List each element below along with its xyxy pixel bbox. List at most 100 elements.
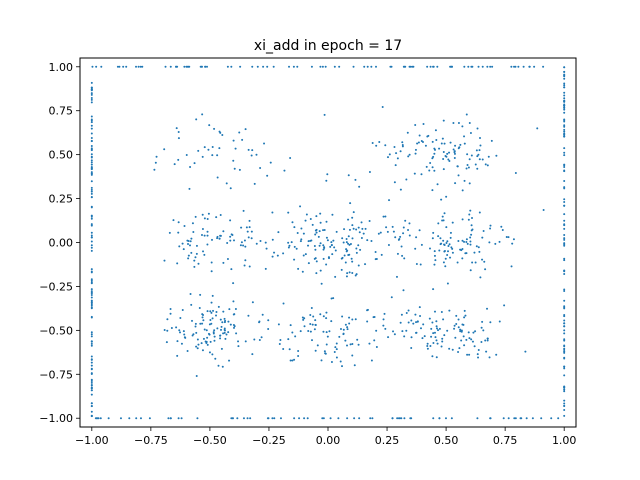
scatter-point <box>563 414 566 417</box>
scatter-point <box>189 166 192 169</box>
scatter-point <box>392 230 395 233</box>
scatter-point <box>212 332 215 335</box>
scatter-point <box>229 235 232 238</box>
x-tick-label: 0.75 <box>493 434 518 447</box>
scatter-point <box>90 333 93 336</box>
scatter-point <box>330 241 333 244</box>
scatter-point <box>426 347 429 350</box>
scatter-point <box>382 318 385 321</box>
scatter-point <box>322 315 325 318</box>
scatter-point <box>380 253 383 256</box>
scatter-point <box>325 317 328 320</box>
scatter-point <box>210 270 213 273</box>
scatter-point <box>393 181 396 184</box>
scatter-point <box>264 267 267 270</box>
scatter-point <box>454 336 457 339</box>
scatter-point <box>213 127 216 130</box>
scatter-point <box>476 417 479 420</box>
scatter-point <box>273 251 276 254</box>
scatter-point <box>206 310 209 313</box>
scatter-point <box>90 335 93 338</box>
scatter-point <box>482 229 485 232</box>
scatter-point <box>315 231 318 234</box>
scatter-point <box>385 226 388 229</box>
scatter-point <box>402 65 405 68</box>
scatter-point <box>563 201 566 204</box>
scatter-point <box>166 318 169 321</box>
scatter-point <box>337 417 340 420</box>
scatter-point <box>465 113 468 116</box>
scatter-point <box>468 337 471 340</box>
scatter-point <box>563 198 566 201</box>
scatter-point <box>90 98 93 101</box>
scatter-point <box>90 344 93 347</box>
scatter-point <box>210 238 213 241</box>
scatter-point <box>135 417 138 420</box>
scatter-point <box>299 240 302 243</box>
scatter-point <box>432 332 435 335</box>
scatter-point <box>207 332 210 335</box>
scatter-point <box>119 417 122 420</box>
scatter-point <box>322 330 325 333</box>
scatter-point <box>90 291 93 294</box>
scatter-point <box>296 65 299 68</box>
scatter-point <box>563 147 566 150</box>
scatter-point <box>311 323 314 326</box>
scatter-point <box>288 244 291 247</box>
scatter-point <box>341 256 344 259</box>
scatter-point <box>418 229 421 232</box>
scatter-point <box>90 315 93 318</box>
scatter-point <box>90 389 93 392</box>
scatter-point <box>242 209 245 212</box>
scatter-point <box>432 231 435 234</box>
scatter-point <box>201 213 204 216</box>
scatter-point <box>232 159 235 162</box>
scatter-point <box>357 264 360 267</box>
scatter-point <box>222 310 225 313</box>
scatter-point <box>371 417 374 420</box>
scatter-point <box>253 182 256 185</box>
scatter-point <box>514 65 517 68</box>
scatter-point <box>540 417 543 420</box>
scatter-point <box>91 65 94 68</box>
scatter-point <box>505 235 508 238</box>
scatter-point <box>471 261 474 264</box>
scatter-point <box>334 249 337 252</box>
scatter-point <box>211 145 214 148</box>
scatter-point <box>199 293 202 296</box>
scatter-point <box>563 269 566 272</box>
scatter-point <box>428 317 431 320</box>
scatter-point <box>188 65 191 68</box>
scatter-point <box>355 247 358 250</box>
scatter-point <box>90 186 93 189</box>
scatter-point <box>443 250 446 253</box>
scatter-point <box>563 86 566 89</box>
scatter-point <box>228 359 231 362</box>
scatter-point <box>461 323 464 326</box>
scatter-point <box>202 319 205 322</box>
scatter-point <box>185 65 188 68</box>
scatter-point <box>366 309 369 312</box>
scatter-point <box>90 87 93 90</box>
scatter-point <box>479 276 482 279</box>
scatter-point <box>444 154 447 157</box>
scatter-point <box>187 239 190 242</box>
scatter-point <box>542 209 545 212</box>
scatter-point <box>468 122 471 125</box>
scatter-point <box>386 156 389 159</box>
scatter-point <box>291 359 294 362</box>
scatter-point <box>536 127 539 130</box>
scatter-point <box>193 162 196 165</box>
scatter-point <box>481 258 484 261</box>
scatter-point <box>445 226 448 229</box>
scatter-point <box>434 148 437 151</box>
scatter-point <box>90 358 93 361</box>
scatter-point <box>355 228 358 231</box>
scatter-point <box>163 148 166 151</box>
scatter-point <box>473 251 476 254</box>
scatter-point <box>486 65 489 68</box>
scatter-point <box>368 171 371 174</box>
scatter-point <box>228 308 231 311</box>
scatter-point <box>563 179 566 182</box>
scatter-point <box>163 329 166 332</box>
